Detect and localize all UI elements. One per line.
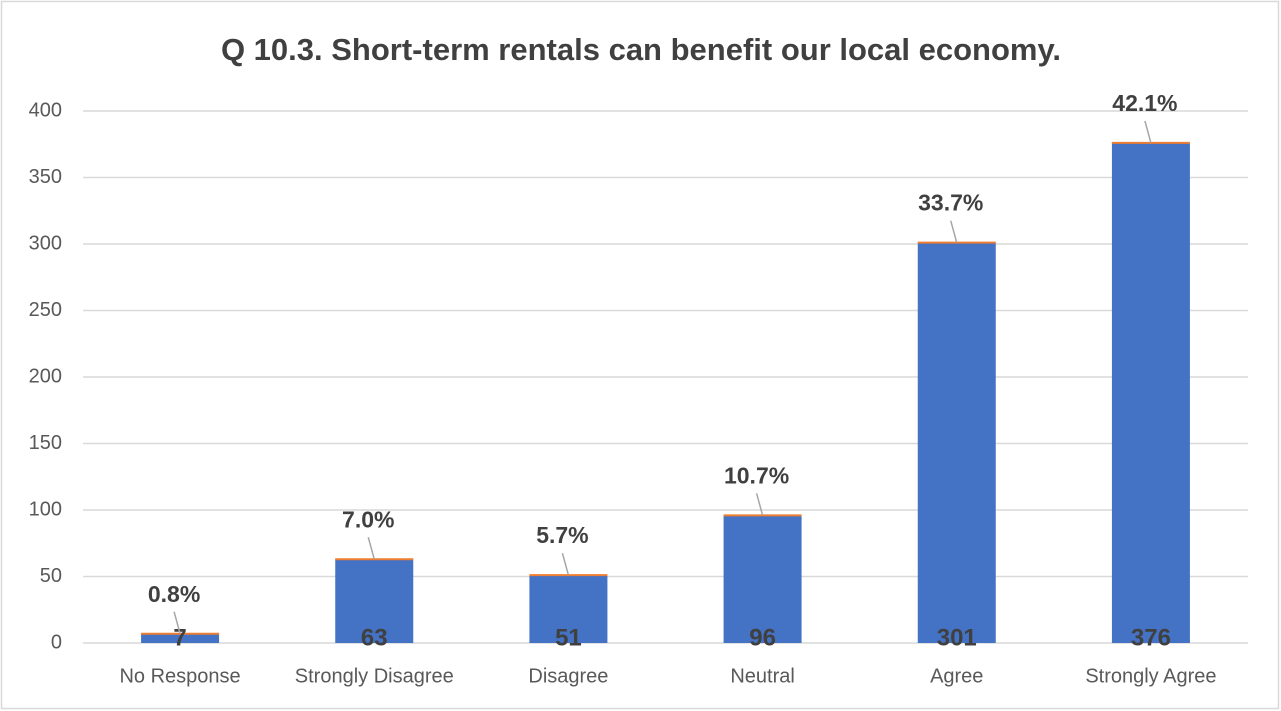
- x-tick-label: Agree: [930, 665, 983, 687]
- percent-label: 7.0%: [342, 506, 394, 532]
- leader-line: [1144, 120, 1152, 144]
- bar: [529, 575, 608, 643]
- bar: [917, 242, 996, 644]
- leader-line: [755, 493, 764, 516]
- value-label: 63: [361, 624, 388, 651]
- leader-line: [950, 220, 958, 243]
- y-tick-label: 200: [29, 365, 62, 387]
- bar: [1111, 142, 1190, 644]
- chart-title: Q 10.3. Short-term rentals can benefit o…: [221, 32, 1061, 67]
- y-tick-label: 0: [51, 631, 62, 653]
- percent-label: 5.7%: [536, 522, 588, 548]
- value-label: 301: [937, 624, 977, 651]
- y-tick-label: 50: [40, 565, 62, 587]
- bar: [723, 515, 802, 643]
- value-label: 51: [555, 624, 582, 651]
- value-label: 7: [173, 624, 186, 651]
- y-tick-label: 300: [29, 232, 62, 254]
- leader-line: [173, 611, 181, 634]
- x-tick-label: No Response: [119, 665, 240, 687]
- x-tick-label: Disagree: [528, 665, 608, 687]
- x-tick-label: Strongly Agree: [1085, 665, 1216, 687]
- x-tick-label: Neutral: [730, 665, 794, 687]
- y-tick-label: 150: [29, 432, 62, 454]
- percent-label: 33.7%: [918, 190, 983, 216]
- y-tick-label: 100: [29, 498, 62, 520]
- bar: [335, 559, 414, 643]
- leader-line: [561, 552, 570, 576]
- y-tick-label: 250: [29, 299, 62, 321]
- percent-label: 10.7%: [724, 462, 789, 488]
- y-tick-label: 400: [29, 99, 62, 121]
- percent-label: 0.8%: [148, 581, 200, 607]
- value-label: 376: [1131, 624, 1171, 651]
- value-label: 96: [749, 624, 776, 651]
- percent-label: 42.1%: [1112, 90, 1177, 116]
- bar: [141, 633, 220, 643]
- y-tick-label: 350: [29, 166, 62, 188]
- leader-line: [367, 537, 375, 560]
- x-tick-label: Strongly Disagree: [295, 665, 454, 687]
